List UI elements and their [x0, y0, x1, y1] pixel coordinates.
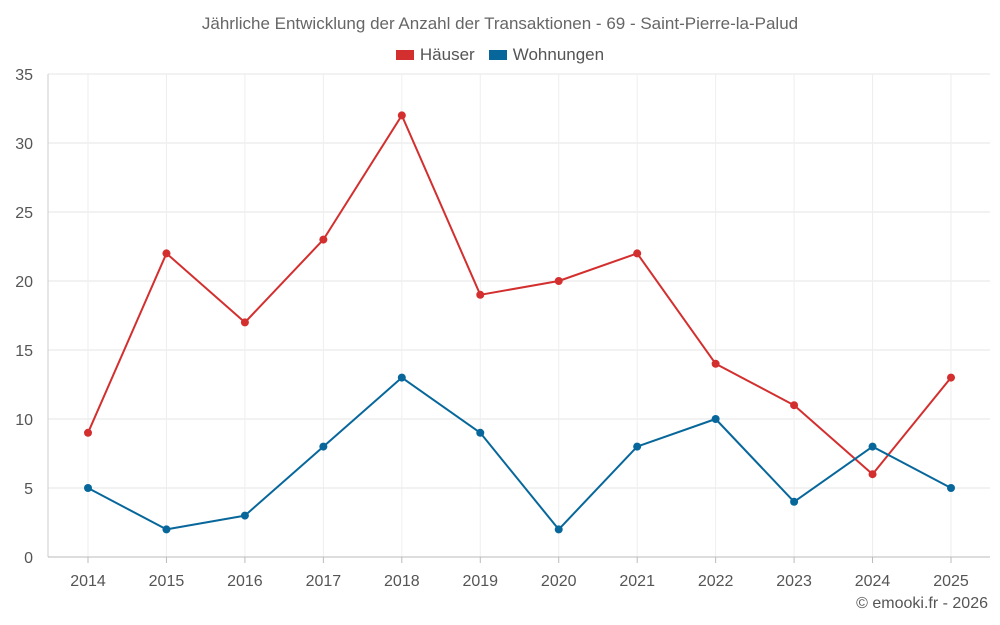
- legend-label-haeuser: Häuser: [419, 45, 475, 64]
- legend-label-wohnungen: Wohnungen: [512, 45, 605, 64]
- x-tick-label: 2022: [698, 573, 734, 590]
- legend-swatch-wohnungen: [488, 50, 507, 60]
- data-point-haeuser: [554, 277, 563, 285]
- y-tick-label: 15: [15, 343, 33, 360]
- data-point-wohnungen: [319, 442, 328, 451]
- chart-legend: Häuser Wohnungen: [0, 45, 1000, 65]
- data-point-wohnungen: [397, 373, 406, 382]
- x-tick-label: 2019: [462, 573, 498, 590]
- data-point-haeuser: [633, 249, 642, 258]
- y-tick-label: 25: [15, 205, 33, 222]
- data-point-wohnungen: [947, 484, 955, 492]
- x-tick-label: 2025: [933, 573, 969, 590]
- data-point-wohnungen: [633, 442, 642, 451]
- x-tick-label: 2020: [541, 573, 577, 590]
- y-tick-label: 20: [15, 274, 33, 291]
- data-point-wohnungen: [476, 428, 485, 437]
- x-tick-label: 2024: [855, 573, 891, 590]
- credit-text: © emooki.fr - 2026: [856, 595, 988, 612]
- x-tick-label: 2017: [306, 573, 342, 590]
- y-tick-label: 5: [24, 481, 33, 498]
- legend-swatch-haeuser: [395, 50, 414, 60]
- data-point-wohnungen: [868, 442, 877, 451]
- data-point-haeuser: [84, 428, 92, 437]
- chart-title: Jährliche Entwicklung der Anzahl der Tra…: [201, 14, 799, 33]
- data-point-wohnungen: [240, 511, 249, 520]
- data-point-wohnungen: [711, 415, 720, 423]
- x-tick-label: 2014: [70, 573, 106, 590]
- data-point-haeuser: [476, 290, 485, 299]
- data-point-haeuser: [162, 249, 171, 258]
- data-point-haeuser: [240, 318, 249, 327]
- data-point-haeuser: [868, 470, 877, 479]
- x-tick-label: 2021: [619, 573, 655, 590]
- data-point-haeuser: [790, 401, 799, 410]
- legend-item-wohnungen[interactable]: Wohnungen: [488, 45, 605, 65]
- x-tick-label: 2016: [227, 573, 263, 590]
- series-line-wohnungen: [87, 376, 952, 531]
- series-line-haeuser: [87, 114, 952, 476]
- data-point-haeuser: [397, 111, 406, 120]
- data-point-wohnungen: [790, 497, 799, 506]
- y-tick-label: 0: [24, 550, 33, 567]
- x-tick-label: 2023: [776, 573, 812, 590]
- y-tick-label: 30: [15, 136, 33, 153]
- data-point-haeuser: [947, 373, 955, 382]
- x-tick-label: 2018: [384, 573, 420, 590]
- y-tick-label: 35: [15, 67, 33, 84]
- legend-item-haeuser[interactable]: Häuser: [395, 45, 475, 65]
- data-point-wohnungen: [162, 525, 171, 534]
- y-tick-label: 10: [15, 412, 33, 429]
- x-tick-label: 2015: [149, 573, 185, 590]
- data-point-haeuser: [711, 359, 720, 368]
- data-point-wohnungen: [84, 484, 92, 492]
- data-point-haeuser: [319, 235, 328, 244]
- data-point-wohnungen: [554, 525, 563, 534]
